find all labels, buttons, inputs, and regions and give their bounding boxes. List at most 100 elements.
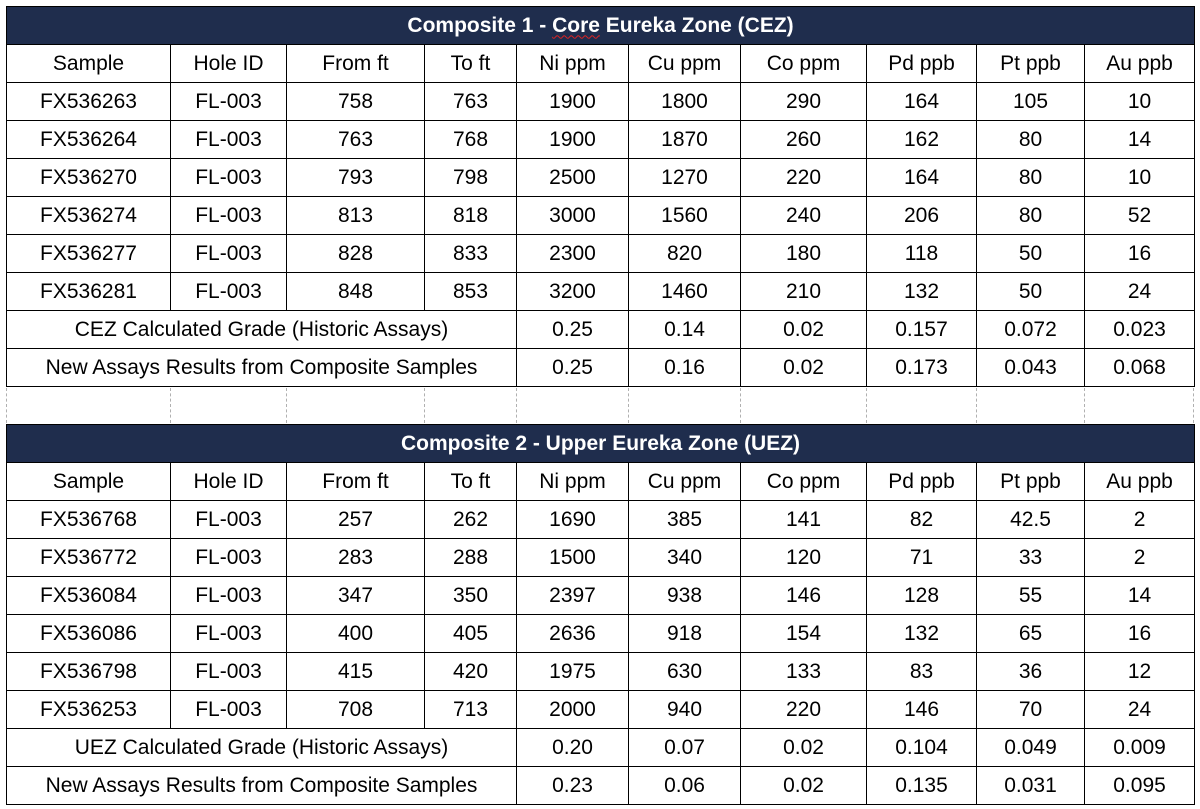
col-header: Pd ppb [866, 462, 977, 501]
table-cell: 0.02 [740, 728, 867, 767]
calculated-grade-row: UEZ Calculated Grade (Historic Assays) 0… [6, 728, 1196, 767]
table-cell: 1900 [516, 82, 629, 121]
table-cell: 0.043 [976, 348, 1085, 387]
table-row: FX536768 FL-003 257 262 1690 385 141 82 42.5 2 [6, 500, 1196, 539]
table-cell: 0.068 [1083, 348, 1196, 387]
table-cell: 818 [424, 196, 517, 235]
table-cell: 206 [866, 196, 977, 235]
table-row: FX536086 FL-003 400 405 2636 918 154 132 65 16 [6, 614, 1196, 653]
table-cell: 10 [1083, 82, 1196, 121]
table-cell: 1460 [628, 272, 741, 311]
table-cell: 0.02 [740, 766, 867, 805]
table-cell: 0.02 [740, 348, 867, 387]
table-cell: 132 [866, 614, 977, 653]
table-row: FX536798 FL-003 415 420 1975 630 133 83 36 12 [6, 652, 1196, 691]
table-cell: 118 [866, 234, 977, 273]
col-header: To ft [424, 462, 517, 501]
table-cell: 14 [1083, 120, 1196, 159]
sample-cell: FX536768 [6, 500, 171, 539]
table-cell: 763 [424, 82, 517, 121]
table-cell: 0.072 [976, 310, 1085, 349]
table-cell: FL-003 [170, 538, 287, 577]
table-cell: 938 [628, 576, 741, 615]
table-cell: 257 [286, 500, 425, 539]
table-cell: 0.20 [516, 728, 629, 767]
table-cell: 105 [976, 82, 1085, 121]
col-header: Ni ppm [516, 44, 629, 83]
table-cell: 16 [1083, 234, 1196, 273]
table-cell: 0.25 [516, 348, 629, 387]
table-cell: 24 [1083, 272, 1196, 311]
table-row: FX536253 FL-003 708 713 2000 940 220 146 70 24 [6, 690, 1196, 729]
composite-1-title: Composite 1 - Core Eureka Zone (CEZ) [5, 6, 1196, 45]
table-cell: 1900 [516, 120, 629, 159]
table-row: FX536084 FL-003 347 350 2397 938 146 128 55 14 [6, 576, 1196, 615]
table-cell: 146 [740, 576, 867, 615]
header-row: Sample Hole ID From ft To ft Ni ppm Cu p… [6, 462, 1196, 501]
table-cell: 350 [424, 576, 517, 615]
table-cell: 385 [628, 500, 741, 539]
row-label: New Assays Results from Composite Sample… [6, 766, 517, 805]
col-header: Pt ppb [976, 44, 1085, 83]
table-cell: 347 [286, 576, 425, 615]
sample-cell: FX536084 [6, 576, 171, 615]
col-header: Pt ppb [976, 462, 1085, 501]
table-cell: 630 [628, 652, 741, 691]
table-cell: 3200 [516, 272, 629, 311]
table-cell: 52 [1083, 196, 1196, 235]
table-cell: 853 [424, 272, 517, 311]
table-cell: 220 [740, 690, 867, 729]
composite-2-title: Composite 2 - Upper Eureka Zone (UEZ) [5, 424, 1196, 463]
table-cell: 420 [424, 652, 517, 691]
table-cell: 50 [976, 234, 1085, 273]
table-row: FX536264 FL-003 763 768 1900 1870 260 162 80 14 [6, 120, 1196, 159]
table-cell: 415 [286, 652, 425, 691]
col-header: Sample [6, 462, 171, 501]
sample-cell: FX536798 [6, 652, 171, 691]
table-cell: 768 [424, 120, 517, 159]
new-assays-row: New Assays Results from Composite Sample… [6, 766, 1196, 805]
gridline-spacer [6, 388, 1194, 423]
table-cell: FL-003 [170, 158, 287, 197]
sample-cell: FX536253 [6, 690, 171, 729]
col-header: Hole ID [170, 44, 287, 83]
table-cell: 36 [976, 652, 1085, 691]
col-header: Hole ID [170, 462, 287, 501]
table-cell: 16 [1083, 614, 1196, 653]
table-cell: 260 [740, 120, 867, 159]
table-cell: 70 [976, 690, 1085, 729]
table-cell: 164 [866, 158, 977, 197]
table-cell: FL-003 [170, 500, 287, 539]
table-cell: 0.049 [976, 728, 1085, 767]
table-cell: 0.16 [628, 348, 741, 387]
table-cell: 828 [286, 234, 425, 273]
sample-cell: FX536277 [6, 234, 171, 273]
table-cell: 2 [1083, 500, 1196, 539]
table-cell: 340 [628, 538, 741, 577]
table-cell: 0.009 [1083, 728, 1196, 767]
table-cell: 918 [628, 614, 741, 653]
table-cell: 1975 [516, 652, 629, 691]
col-header: Co ppm [740, 44, 867, 83]
table-cell: 82 [866, 500, 977, 539]
sample-cell: FX536772 [6, 538, 171, 577]
table-cell: 50 [976, 272, 1085, 311]
table-cell: 146 [866, 690, 977, 729]
table-cell: 758 [286, 82, 425, 121]
table-cell: 33 [976, 538, 1085, 577]
col-header: Sample [6, 44, 171, 83]
table-cell: 65 [976, 614, 1085, 653]
table-cell: 813 [286, 196, 425, 235]
composite-2-table: Composite 2 - Upper Eureka Zone (UEZ) Sa… [5, 424, 1196, 805]
sample-cell: FX536274 [6, 196, 171, 235]
table-cell: 0.157 [866, 310, 977, 349]
table-cell: 240 [740, 196, 867, 235]
table-cell: FL-003 [170, 82, 287, 121]
table-cell: 2636 [516, 614, 629, 653]
table-cell: 0.14 [628, 310, 741, 349]
table-row: FX536274 FL-003 813 818 3000 1560 240 206 80 52 [6, 196, 1196, 235]
sample-cell: FX536086 [6, 614, 171, 653]
table-cell: 0.25 [516, 310, 629, 349]
col-header: Au ppb [1083, 462, 1196, 501]
table-cell: FL-003 [170, 652, 287, 691]
